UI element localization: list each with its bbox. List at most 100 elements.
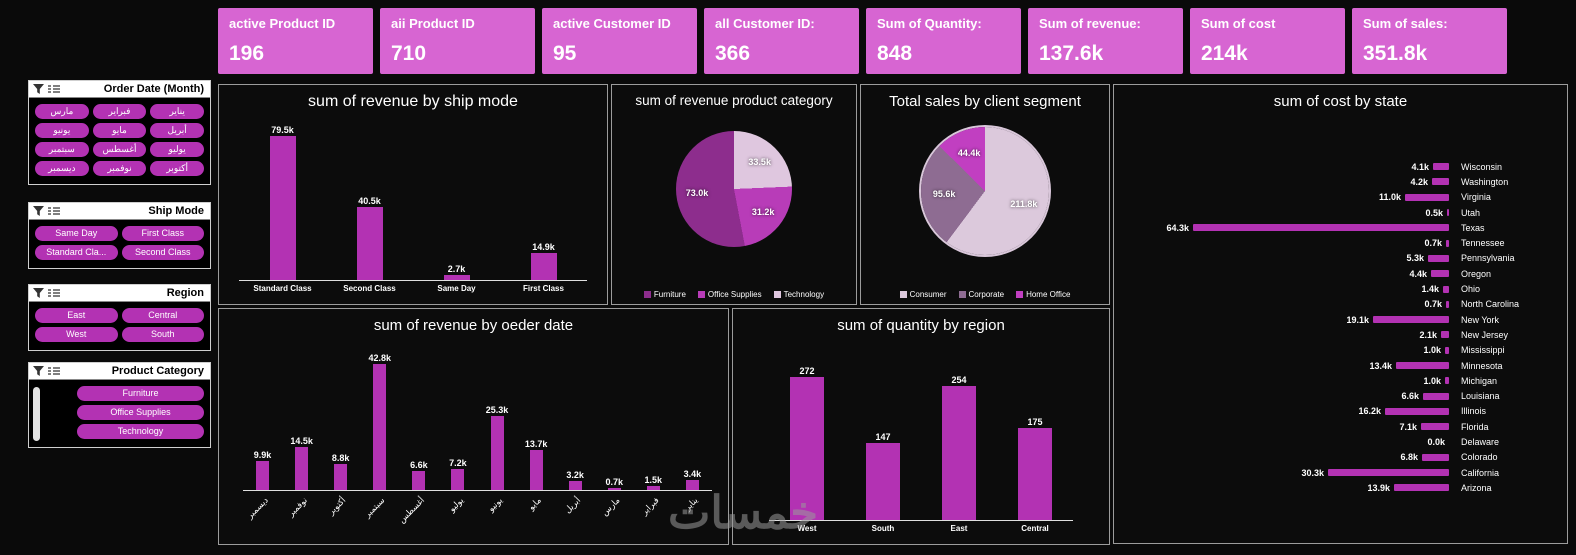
- slicer-item[interactable]: South: [121, 327, 204, 342]
- bar[interactable]: [373, 364, 387, 490]
- clear-selections-icon[interactable]: [48, 288, 60, 298]
- slicer-item[interactable]: نوفمبر: [92, 161, 147, 176]
- bar[interactable]: [1018, 428, 1052, 520]
- x-axis-label: سبتمبر: [360, 490, 400, 540]
- bar[interactable]: [1423, 392, 1449, 400]
- bar-column: 14.9k First Class: [500, 125, 587, 296]
- kpi-card: Sum of cost 214k: [1190, 8, 1345, 74]
- bar[interactable]: [1445, 346, 1449, 354]
- slicer-item[interactable]: فبراير: [92, 104, 147, 119]
- bar[interactable]: [1421, 423, 1449, 431]
- slicer-item[interactable]: سبتمبر: [35, 142, 89, 157]
- bar[interactable]: [1441, 331, 1449, 339]
- state-label: North Carolina: [1461, 299, 1520, 310]
- slicer-item[interactable]: First Class: [121, 226, 204, 241]
- filter-icon[interactable]: [33, 84, 44, 94]
- state-label: Illinois: [1461, 406, 1487, 417]
- clear-selections-icon[interactable]: [48, 84, 60, 94]
- slicer-item[interactable]: Second Class: [121, 245, 204, 260]
- slicer-item[interactable]: Same Day: [35, 226, 118, 241]
- bar[interactable]: [490, 416, 504, 490]
- bar[interactable]: [451, 469, 465, 490]
- pie[interactable]: 33.5k 31.2k 73.0k: [676, 131, 792, 247]
- bar-value-label: 0.7k: [1424, 299, 1442, 310]
- bar[interactable]: [1193, 224, 1449, 232]
- bar[interactable]: [1405, 193, 1449, 201]
- state-label: Minnesota: [1461, 360, 1503, 371]
- bar[interactable]: [866, 443, 900, 520]
- bar[interactable]: [685, 480, 699, 490]
- panel-sales-by-client-segment: Total sales by client segment 211.8k 95.6…: [860, 84, 1110, 305]
- slicer-item[interactable]: مايو: [92, 123, 147, 138]
- bar[interactable]: [1443, 285, 1449, 293]
- filter-icon[interactable]: [33, 288, 44, 298]
- bar[interactable]: [529, 450, 543, 490]
- bar[interactable]: [1431, 270, 1449, 278]
- bar[interactable]: [568, 481, 582, 490]
- bar[interactable]: [334, 464, 348, 490]
- scrollbar[interactable]: [33, 387, 40, 441]
- slicer-item[interactable]: Standard Cla...: [35, 245, 118, 260]
- state-label: Florida: [1461, 421, 1489, 432]
- filter-icon[interactable]: [33, 206, 44, 216]
- hbar-row: 6.6k Louisiana: [1126, 388, 1561, 403]
- bar[interactable]: [1422, 453, 1449, 461]
- slicer-header: Product Category: [29, 363, 210, 380]
- bar[interactable]: [1447, 209, 1449, 217]
- pie[interactable]: 211.8k 95.6k 44.4k: [921, 127, 1049, 255]
- bar[interactable]: [646, 486, 660, 490]
- bar[interactable]: [1446, 239, 1449, 247]
- kpi-value: 710: [391, 42, 427, 65]
- slicer-item[interactable]: يناير: [150, 104, 204, 119]
- clear-selections-icon[interactable]: [48, 366, 60, 376]
- state-label: California: [1461, 467, 1500, 478]
- state-label: Oregon: [1461, 268, 1492, 279]
- bar[interactable]: [1445, 377, 1449, 385]
- bar-value-label: 64.3k: [1166, 222, 1189, 233]
- pie-slice-label: 211.8k: [1010, 198, 1038, 209]
- legend-item: Home Office: [1016, 290, 1070, 299]
- bar-value-label: 4.1k: [1411, 161, 1429, 172]
- bar[interactable]: [1433, 163, 1449, 171]
- bar[interactable]: [790, 377, 824, 520]
- slicer-item[interactable]: يونيو: [35, 123, 89, 138]
- slicer-item[interactable]: Office Supplies: [77, 405, 204, 420]
- bar[interactable]: [256, 461, 270, 490]
- clear-selections-icon[interactable]: [48, 206, 60, 216]
- slicer-item[interactable]: Central: [121, 308, 204, 323]
- slicer-region: Region East Central West South: [28, 284, 211, 351]
- slicer-item[interactable]: Technology: [77, 424, 204, 439]
- bar[interactable]: [1428, 254, 1449, 262]
- bar[interactable]: [1373, 316, 1449, 324]
- bar[interactable]: [443, 275, 470, 280]
- bar[interactable]: [607, 488, 621, 490]
- bar[interactable]: [269, 136, 296, 280]
- bar[interactable]: [1394, 484, 1449, 492]
- slicer-item[interactable]: يوليو: [150, 142, 204, 157]
- bar[interactable]: [412, 471, 426, 490]
- bar-value-label: 4.2k: [1410, 176, 1428, 187]
- bar[interactable]: [1396, 362, 1449, 369]
- filter-icon[interactable]: [33, 366, 44, 376]
- bar[interactable]: [1432, 178, 1449, 186]
- slicer-item[interactable]: أغسطس: [92, 142, 147, 157]
- bar-value-label: 13.4k: [1369, 360, 1392, 371]
- slicer-item[interactable]: أبريل: [150, 123, 204, 138]
- bar-column: 25.3k يونيو: [477, 343, 517, 540]
- slicer-item[interactable]: Furniture: [77, 386, 204, 401]
- bar[interactable]: [1446, 300, 1449, 308]
- bar[interactable]: [1328, 469, 1449, 477]
- bar[interactable]: [356, 207, 383, 280]
- bar[interactable]: [942, 386, 976, 520]
- hbar-row: 4.2k Washington: [1126, 174, 1561, 189]
- slicer-item[interactable]: أكتوبر: [150, 161, 204, 176]
- kpi-card: Sum of revenue: 137.6k: [1028, 8, 1183, 74]
- slicer-item[interactable]: West: [35, 327, 118, 342]
- slicer-item[interactable]: ديسمبر: [35, 161, 89, 176]
- bar[interactable]: [530, 253, 557, 280]
- bar[interactable]: [1385, 407, 1449, 415]
- slicer-item[interactable]: مارس: [35, 104, 89, 119]
- slicer-item[interactable]: East: [35, 308, 118, 323]
- chart-title: sum of revenue by oeder date: [373, 317, 574, 334]
- bar[interactable]: [295, 447, 309, 490]
